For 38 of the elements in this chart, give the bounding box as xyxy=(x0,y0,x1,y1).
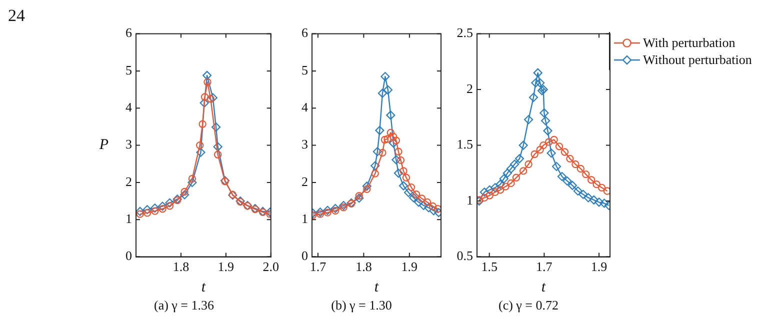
x-tick-label: 1.7 xyxy=(310,259,327,274)
x-axis-title: t xyxy=(541,279,546,296)
x-axis-title: t xyxy=(374,279,380,296)
y-tick-label: 6 xyxy=(126,25,132,40)
y-tick-label: 2.5 xyxy=(456,25,473,40)
y-tick-label: 4 xyxy=(302,100,308,115)
y-tick-label: 5 xyxy=(126,62,132,78)
legend-label: Without perturbation xyxy=(643,51,752,68)
y-tick-label: 3 xyxy=(302,136,308,152)
x-tick-label: 1.8 xyxy=(356,259,372,274)
y-tick-label: 1 xyxy=(126,211,132,226)
x-tick-label: 2.0 xyxy=(262,259,279,274)
legend-label: With perturbation xyxy=(643,34,736,51)
y-tick-label: 4 xyxy=(126,100,132,115)
text: 24 xyxy=(8,6,25,26)
y-tick-label: 2 xyxy=(466,80,473,96)
x-tick-label: 1.8 xyxy=(172,259,190,274)
y-tick-label: 2 xyxy=(126,174,132,189)
x-tick-label: 1.9 xyxy=(401,259,418,274)
y-tick-label: 1.5 xyxy=(456,136,473,152)
x-tick-label: 1.9 xyxy=(218,259,234,274)
y-tick-label: 1 xyxy=(466,192,473,208)
y-tick-label: 6 xyxy=(302,25,308,40)
y-tick-label: 0 xyxy=(302,248,308,264)
x-axis-title: t xyxy=(201,279,206,296)
x-tick-label: 1.9 xyxy=(590,259,608,274)
y-tick-label: 1 xyxy=(302,211,308,226)
y-tick-label: 3 xyxy=(126,136,132,152)
x-tick-label: 1.5 xyxy=(481,259,498,274)
text: (c) γ = 0.72 xyxy=(498,298,559,313)
text: (b) γ = 1.30 xyxy=(331,298,392,313)
y-tick-label: 0 xyxy=(126,248,132,264)
y-tick-label: 5 xyxy=(302,62,308,78)
text: (a) γ = 1.36 xyxy=(154,298,214,313)
y-tick-label: 2 xyxy=(302,174,308,189)
y-tick-label: 0.5 xyxy=(456,248,473,264)
x-tick-label: 1.7 xyxy=(536,259,553,274)
y-axis-title: P xyxy=(98,137,109,154)
